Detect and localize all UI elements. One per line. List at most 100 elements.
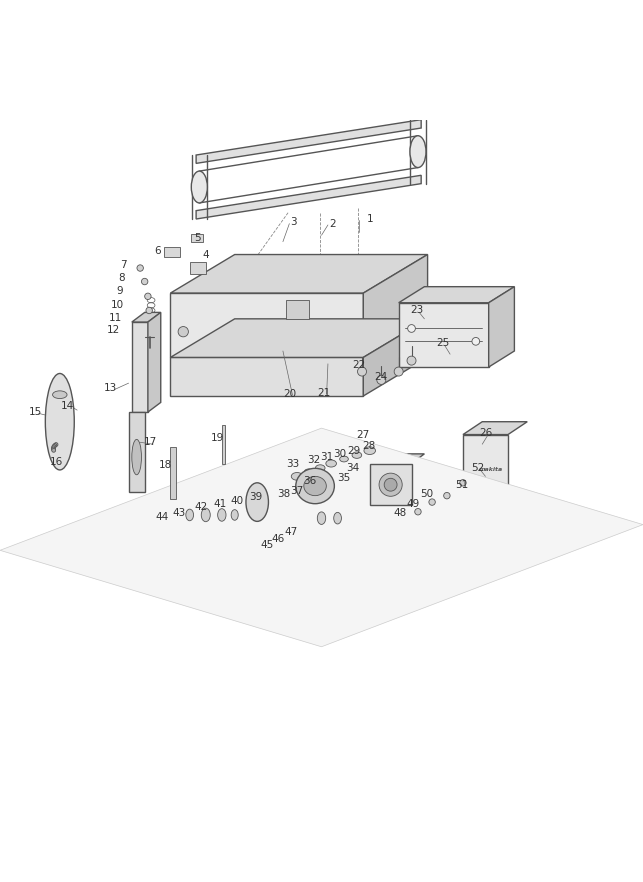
Ellipse shape: [315, 465, 325, 471]
Circle shape: [51, 447, 55, 451]
Text: 15: 15: [29, 407, 42, 417]
Bar: [222, 425, 225, 464]
Text: 35: 35: [338, 473, 350, 482]
Ellipse shape: [304, 469, 313, 475]
Text: 16: 16: [50, 457, 63, 467]
Circle shape: [379, 473, 403, 497]
Circle shape: [53, 444, 57, 447]
Circle shape: [415, 509, 421, 515]
Text: 36: 36: [303, 476, 316, 486]
Text: 40: 40: [230, 496, 243, 505]
Ellipse shape: [132, 439, 141, 475]
Ellipse shape: [352, 452, 361, 459]
Text: 3: 3: [291, 217, 297, 228]
Polygon shape: [170, 357, 363, 396]
Text: 51: 51: [455, 480, 468, 490]
Text: 27: 27: [357, 430, 370, 439]
Circle shape: [51, 445, 55, 450]
Polygon shape: [399, 303, 489, 367]
Circle shape: [54, 443, 58, 446]
Circle shape: [358, 367, 367, 376]
Text: 44: 44: [156, 512, 168, 522]
Text: 32: 32: [307, 455, 320, 466]
Ellipse shape: [217, 509, 226, 521]
Polygon shape: [170, 255, 428, 293]
Ellipse shape: [291, 473, 303, 480]
Circle shape: [52, 445, 56, 448]
Text: 6: 6: [154, 246, 161, 256]
Text: 28: 28: [362, 441, 375, 452]
Circle shape: [178, 326, 188, 337]
Bar: [170, 447, 176, 499]
Text: 17: 17: [144, 437, 157, 447]
Text: 4: 4: [203, 250, 209, 259]
Bar: [190, 262, 206, 273]
Text: 10: 10: [111, 300, 123, 310]
Circle shape: [408, 325, 415, 333]
Ellipse shape: [201, 508, 210, 521]
Polygon shape: [196, 120, 421, 163]
Bar: [286, 300, 309, 318]
Text: 47: 47: [284, 527, 297, 537]
Circle shape: [407, 356, 416, 365]
Text: 7: 7: [120, 260, 127, 271]
Text: 41: 41: [213, 499, 226, 509]
Text: 45: 45: [260, 540, 273, 550]
Text: 46: 46: [271, 534, 284, 543]
Ellipse shape: [45, 373, 74, 470]
Text: 2: 2: [329, 219, 336, 228]
Ellipse shape: [192, 171, 207, 203]
Text: 30: 30: [333, 449, 346, 459]
Text: 20: 20: [283, 389, 296, 399]
Ellipse shape: [303, 476, 326, 496]
Polygon shape: [170, 318, 428, 357]
Text: 38: 38: [278, 489, 291, 498]
Text: 24: 24: [375, 371, 388, 382]
Polygon shape: [0, 428, 643, 647]
Polygon shape: [132, 312, 161, 322]
Text: 33: 33: [286, 459, 299, 468]
Ellipse shape: [186, 509, 194, 520]
Circle shape: [429, 499, 435, 505]
Text: 43: 43: [172, 508, 185, 518]
Polygon shape: [219, 486, 296, 525]
Polygon shape: [363, 318, 428, 396]
Polygon shape: [132, 322, 148, 412]
Ellipse shape: [318, 512, 326, 525]
Ellipse shape: [340, 456, 349, 462]
Text: 5: 5: [194, 234, 201, 243]
Circle shape: [377, 376, 386, 385]
Text: 31: 31: [320, 452, 333, 462]
Text: 22: 22: [352, 360, 365, 370]
Circle shape: [51, 448, 55, 452]
Text: 9: 9: [116, 286, 123, 296]
Text: 49: 49: [407, 499, 420, 509]
Text: 21: 21: [317, 388, 330, 398]
Polygon shape: [363, 255, 428, 357]
Text: makita: makita: [478, 467, 503, 473]
Polygon shape: [399, 287, 514, 303]
Circle shape: [444, 492, 450, 499]
Text: 11: 11: [109, 312, 122, 323]
Text: 37: 37: [291, 486, 303, 497]
Text: 26: 26: [480, 429, 493, 438]
Text: 39: 39: [249, 492, 262, 502]
Circle shape: [394, 367, 403, 376]
Circle shape: [472, 338, 480, 345]
Text: 42: 42: [194, 502, 207, 512]
Polygon shape: [489, 287, 514, 367]
Ellipse shape: [53, 391, 67, 399]
Circle shape: [137, 265, 143, 272]
Circle shape: [146, 307, 152, 314]
Text: 23: 23: [410, 305, 423, 316]
Text: 25: 25: [436, 339, 449, 348]
Text: 14: 14: [61, 400, 74, 411]
Circle shape: [145, 293, 151, 300]
Polygon shape: [129, 412, 145, 492]
Ellipse shape: [246, 482, 269, 521]
Bar: [191, 234, 203, 242]
Text: 12: 12: [107, 325, 120, 335]
Bar: [370, 464, 412, 505]
Text: 29: 29: [347, 445, 360, 456]
Circle shape: [385, 478, 397, 491]
